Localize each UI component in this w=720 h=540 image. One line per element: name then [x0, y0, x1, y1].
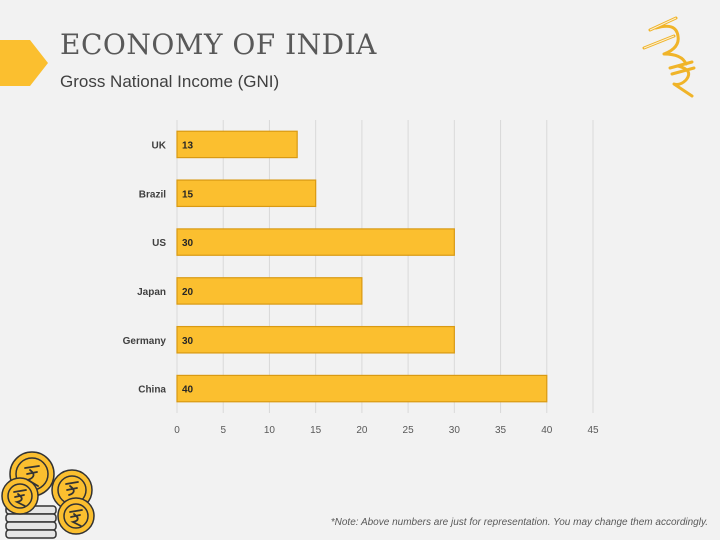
data-label-china: 40: [182, 385, 194, 396]
bar-japan: [176, 277, 363, 305]
gni-bar-chart: 0 5 10 15 20 25 30 35 40 45 13 UK 15 Brazil 30 US 20 Japa…: [123, 120, 599, 436]
bar-us: [176, 228, 455, 256]
category-label-china: China: [138, 385, 166, 396]
bar-uk: [176, 130, 298, 159]
x-tick-label: 35: [495, 425, 507, 436]
data-label-germany: 30: [182, 336, 194, 347]
page-title: ECONOMY OF INDIA: [60, 28, 377, 61]
bar-germany: [176, 325, 455, 354]
category-label-japan: Japan: [137, 287, 166, 298]
bar-brazil: [176, 179, 317, 208]
category-label-uk: UK: [152, 140, 167, 151]
x-tick-label: 30: [449, 425, 461, 436]
footnote: *Note: Above numbers are just for repres…: [330, 517, 708, 528]
data-label-japan: 20: [182, 287, 194, 298]
x-tick-label: 25: [403, 425, 415, 436]
data-label-us: 30: [182, 238, 194, 249]
bar-china: [176, 374, 548, 403]
data-label-uk: 13: [182, 140, 194, 151]
rupee-logo-icon: [642, 16, 696, 98]
data-label-brazil: 15: [182, 189, 194, 200]
category-label-us: US: [152, 238, 166, 249]
x-tick-label: 45: [587, 425, 599, 436]
category-label-germany: Germany: [123, 336, 167, 347]
page-subtitle: Gross National Income (GNI): [60, 72, 280, 91]
x-tick-label: 15: [310, 425, 322, 436]
x-tick-label: 5: [220, 425, 226, 436]
rupee-coins-icon: [1, 451, 95, 539]
x-tick-label: 0: [174, 425, 180, 436]
x-tick-label: 40: [541, 425, 553, 436]
x-tick-label: 20: [356, 425, 368, 436]
category-label-brazil: Brazil: [139, 189, 166, 200]
x-tick-label: 10: [264, 425, 276, 436]
accent-arrow: [0, 40, 48, 86]
